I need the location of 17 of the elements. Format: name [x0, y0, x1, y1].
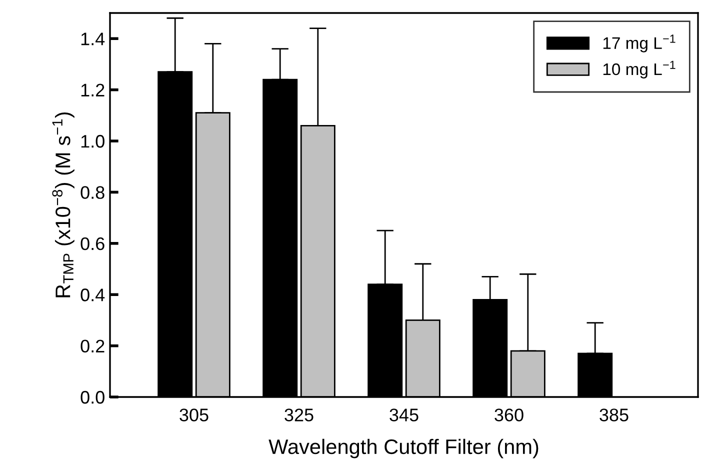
legend-label: 10 mg L$^{−1}$	[603, 60, 676, 78]
x-axis-title: Wavelength Cutoff Filter (nm)	[268, 438, 538, 458]
x-tick-label: 385	[600, 408, 628, 422]
y-tick-label: 0.8	[80, 186, 104, 199]
y-tick-label: 1.4	[81, 32, 105, 46]
y-tick-label: 0.0	[80, 390, 104, 404]
legend-label: 17 mg L$^{−1}$	[603, 34, 676, 52]
x-tick-label: 345	[390, 408, 418, 422]
y-tick-label: 1.2	[81, 84, 104, 96]
y-tick-label: 0.2	[80, 340, 104, 353]
y-tick-label: 0.4	[80, 288, 105, 302]
x-tick-label: 360	[494, 408, 524, 422]
x-tick-label: 325	[284, 408, 314, 422]
x-tick-label: 305	[180, 408, 208, 422]
y-tick-label: 0.6	[80, 237, 104, 250]
y-axis-title: R$_{TMP}$ (x10$^{−8}$) (M s$^{−1}$)	[52, 112, 74, 298]
y-tick-label: 1.0	[81, 134, 104, 148]
